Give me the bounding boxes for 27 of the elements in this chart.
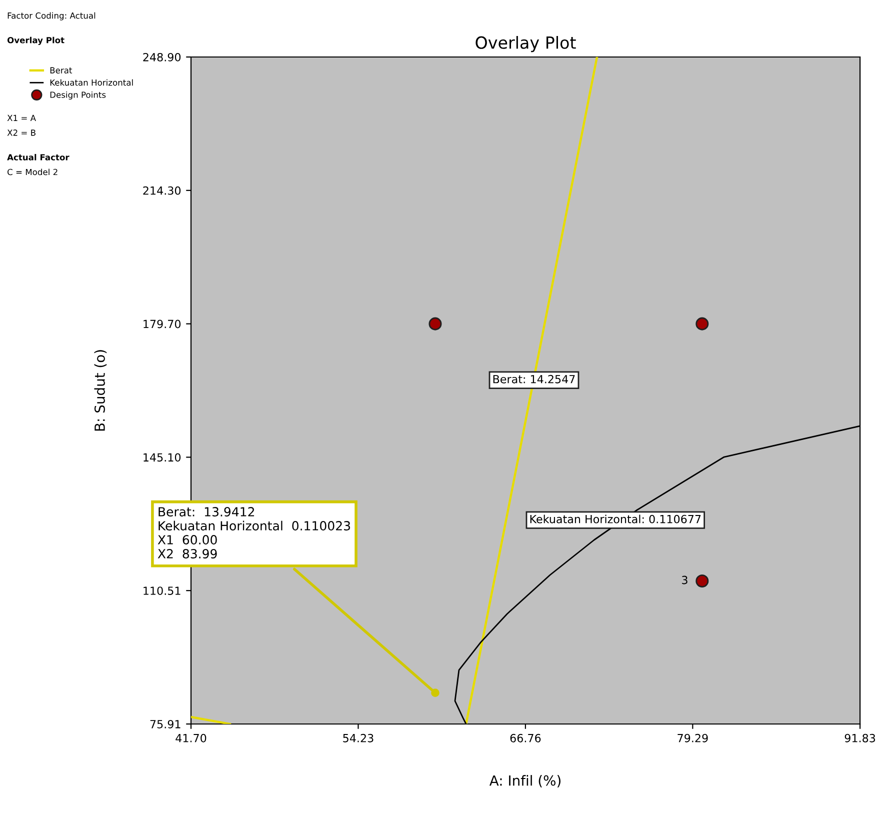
annotation: Berat: 14.2547 xyxy=(493,374,575,384)
text: Overlay Plot xyxy=(7,36,64,45)
text: C = Model 2 xyxy=(8,168,58,176)
x-tick-label: 66.76 xyxy=(510,734,541,742)
y-tick-label: 248.90 xyxy=(143,52,181,62)
legend-label: Kekuatan Horizontal xyxy=(50,79,133,86)
text: Actual Factor xyxy=(7,154,70,160)
text: X2 = B xyxy=(7,130,36,136)
x-tick-label: 79.29 xyxy=(678,734,708,742)
x-tick-label: 54.23 xyxy=(343,734,374,742)
x-tick-label: 41.70 xyxy=(176,734,206,742)
y-tick-label: 145.10 xyxy=(144,453,181,462)
annotation: 3 xyxy=(682,576,688,584)
y-tick-label: 214.30 xyxy=(143,186,181,195)
legend-label: Berat xyxy=(50,67,72,74)
y-tick-label: 179.70 xyxy=(144,320,181,328)
text: Factor Coding: Actual xyxy=(8,12,96,20)
y-axis-title: B: Sudut (o) xyxy=(94,350,107,431)
x-tick-label: 91.83 xyxy=(844,734,876,742)
x-axis-title: A: Infil (%) xyxy=(489,775,560,788)
annotation: Berat: 13.9412 Kekuatan Horizontal 0.110023 X1 60.00 X2 83.99 xyxy=(158,507,350,558)
chart-title: Overlay Plot xyxy=(476,36,576,52)
y-tick-label: 75.91 xyxy=(150,720,180,728)
y-tick-label: 110.51 xyxy=(144,586,180,595)
text: X1 = A xyxy=(7,114,36,121)
legend-label: Design Points xyxy=(50,91,106,100)
annotation: Kekuatan Horizontal: 0.110677 xyxy=(530,514,701,524)
